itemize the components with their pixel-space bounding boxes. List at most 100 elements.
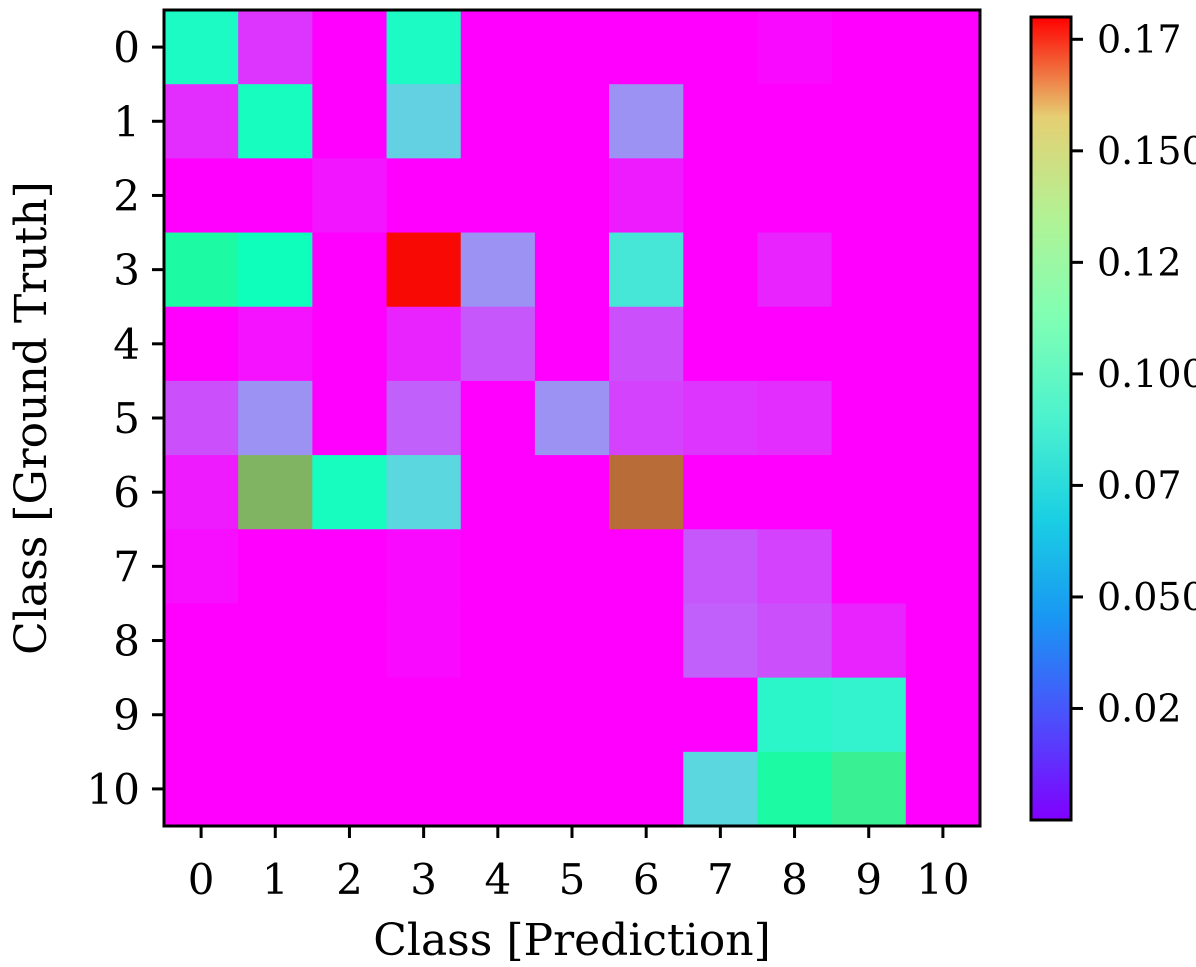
heatmap-cell-7-10 <box>905 529 981 605</box>
heatmap-cell-3-6 <box>609 232 684 308</box>
heatmap-cell-9-5 <box>534 677 610 753</box>
x-axis-label: Class [Prediction] <box>373 915 771 966</box>
heatmap-cell-5-3 <box>386 380 462 456</box>
y-tick-label: 6 <box>113 468 140 517</box>
heatmap-cell-1-4 <box>460 84 536 159</box>
heatmap-cell-4-4 <box>460 306 536 382</box>
heatmap-cell-6-6 <box>609 455 684 530</box>
heatmap-cell-3-7 <box>683 232 759 308</box>
heatmap-cell-6-0 <box>164 455 239 530</box>
heatmap-cell-9-1 <box>238 677 313 753</box>
heatmap-cell-7-6 <box>609 529 684 605</box>
heatmap-cell-5-7 <box>683 380 759 456</box>
heatmap-cell-10-2 <box>312 751 388 827</box>
heatmap-cell-9-2 <box>312 677 388 753</box>
heatmap-cell-4-2 <box>312 306 388 382</box>
x-tick-label: 5 <box>559 855 586 904</box>
heatmap-cell-6-7 <box>683 455 759 530</box>
heatmap-cell-6-8 <box>757 455 833 530</box>
heatmap-cell-9-10 <box>905 677 981 753</box>
heatmap-cell-0-0 <box>164 10 239 85</box>
heatmap-cell-10-1 <box>238 751 313 827</box>
heatmap-cell-0-8 <box>757 10 833 85</box>
heatmap-cell-10-6 <box>609 751 684 827</box>
heatmap-cell-4-5 <box>534 306 610 382</box>
colorbar-tick-label: 0.17 <box>1097 17 1182 61</box>
heatmap-cell-6-10 <box>905 455 981 530</box>
heatmap-cell-2-0 <box>164 158 239 234</box>
y-tick-label: 7 <box>113 542 140 591</box>
heatmap-cell-8-9 <box>831 603 907 679</box>
heatmap-cell-2-10 <box>905 158 981 234</box>
heatmap-cell-1-5 <box>534 84 610 159</box>
heatmap-cell-8-6 <box>609 603 684 679</box>
heatmap-cell-1-6 <box>609 84 684 159</box>
heatmap-cell-5-10 <box>905 380 981 456</box>
heatmap-cell-7-5 <box>534 529 610 605</box>
heatmap-cell-3-10 <box>905 232 981 308</box>
heatmap-cell-7-7 <box>683 529 759 605</box>
heatmap-cell-3-0 <box>164 232 239 308</box>
heatmap-cell-1-1 <box>238 84 313 159</box>
heatmap-cell-9-4 <box>460 677 536 753</box>
heatmap-cell-6-3 <box>386 455 462 530</box>
heatmap-cell-2-1 <box>238 158 313 234</box>
colorbar-tick-label: 0.02 <box>1097 686 1182 730</box>
heatmap-cell-4-1 <box>238 306 313 382</box>
heatmap-cell-10-5 <box>534 751 610 827</box>
heatmap-cell-6-4 <box>460 455 536 530</box>
heatmap-cell-3-3 <box>386 232 462 308</box>
heatmap-cell-0-3 <box>386 10 462 85</box>
heatmap-cell-4-10 <box>905 306 981 382</box>
heatmap-cell-4-3 <box>386 306 462 382</box>
heatmap-cell-7-3 <box>386 529 462 605</box>
y-tick-label: 10 <box>87 765 140 814</box>
x-tick-label: 6 <box>633 855 660 904</box>
colorbar-tick-label: 0.100 <box>1097 352 1196 396</box>
heatmap-cell-7-4 <box>460 529 536 605</box>
x-tick-label: 7 <box>707 855 734 904</box>
heatmap-cell-3-8 <box>757 232 833 308</box>
heatmap-cell-9-3 <box>386 677 462 753</box>
heatmap-cell-10-8 <box>757 751 833 827</box>
heatmap-cell-6-1 <box>238 455 313 530</box>
colorbar-tick-label: 0.050 <box>1097 575 1196 619</box>
heatmap-cell-0-5 <box>534 10 610 85</box>
heatmap-cell-2-4 <box>460 158 536 234</box>
x-tick-label: 1 <box>262 855 289 904</box>
heatmap-cell-1-0 <box>164 84 239 159</box>
heatmap-cell-5-9 <box>831 380 907 456</box>
y-tick-label: 8 <box>113 617 140 666</box>
heatmap-cell-10-4 <box>460 751 536 827</box>
colorbar <box>1029 15 1073 822</box>
heatmap-cell-2-7 <box>683 158 759 234</box>
heatmap-cell-6-2 <box>312 455 388 530</box>
heatmap-cell-5-4 <box>460 380 536 456</box>
colorbar-tick-label: 0.150 <box>1097 129 1196 173</box>
heatmap-cell-1-9 <box>831 84 907 159</box>
heatmap-cell-6-9 <box>831 455 907 530</box>
x-tick-label: 3 <box>410 855 437 904</box>
heatmap-cell-5-2 <box>312 380 388 456</box>
heatmap-cell-2-2 <box>312 158 388 234</box>
colorbar-tick-label: 0.12 <box>1097 240 1182 284</box>
heatmap-cell-9-6 <box>609 677 684 753</box>
heatmap-cell-4-9 <box>831 306 907 382</box>
heatmap-cell-2-8 <box>757 158 833 234</box>
heatmap-cell-8-10 <box>905 603 981 679</box>
y-tick-label: 3 <box>113 246 140 295</box>
heatmap-cell-6-5 <box>534 455 610 530</box>
x-tick-label: 8 <box>781 855 808 904</box>
x-tick-label: 0 <box>188 855 215 904</box>
y-axis-label: Class [Ground Truth] <box>6 181 57 655</box>
heatmap-cell-4-0 <box>164 306 239 382</box>
heatmap-cell-7-8 <box>757 529 833 605</box>
heatmap-cell-0-9 <box>831 10 907 85</box>
heatmap-cell-1-8 <box>757 84 833 159</box>
x-tick-label: 4 <box>484 855 511 904</box>
heatmap-cell-0-10 <box>905 10 981 85</box>
heatmap-cell-10-3 <box>386 751 462 827</box>
heatmap-cell-8-5 <box>534 603 610 679</box>
y-tick-label: 1 <box>113 97 140 146</box>
